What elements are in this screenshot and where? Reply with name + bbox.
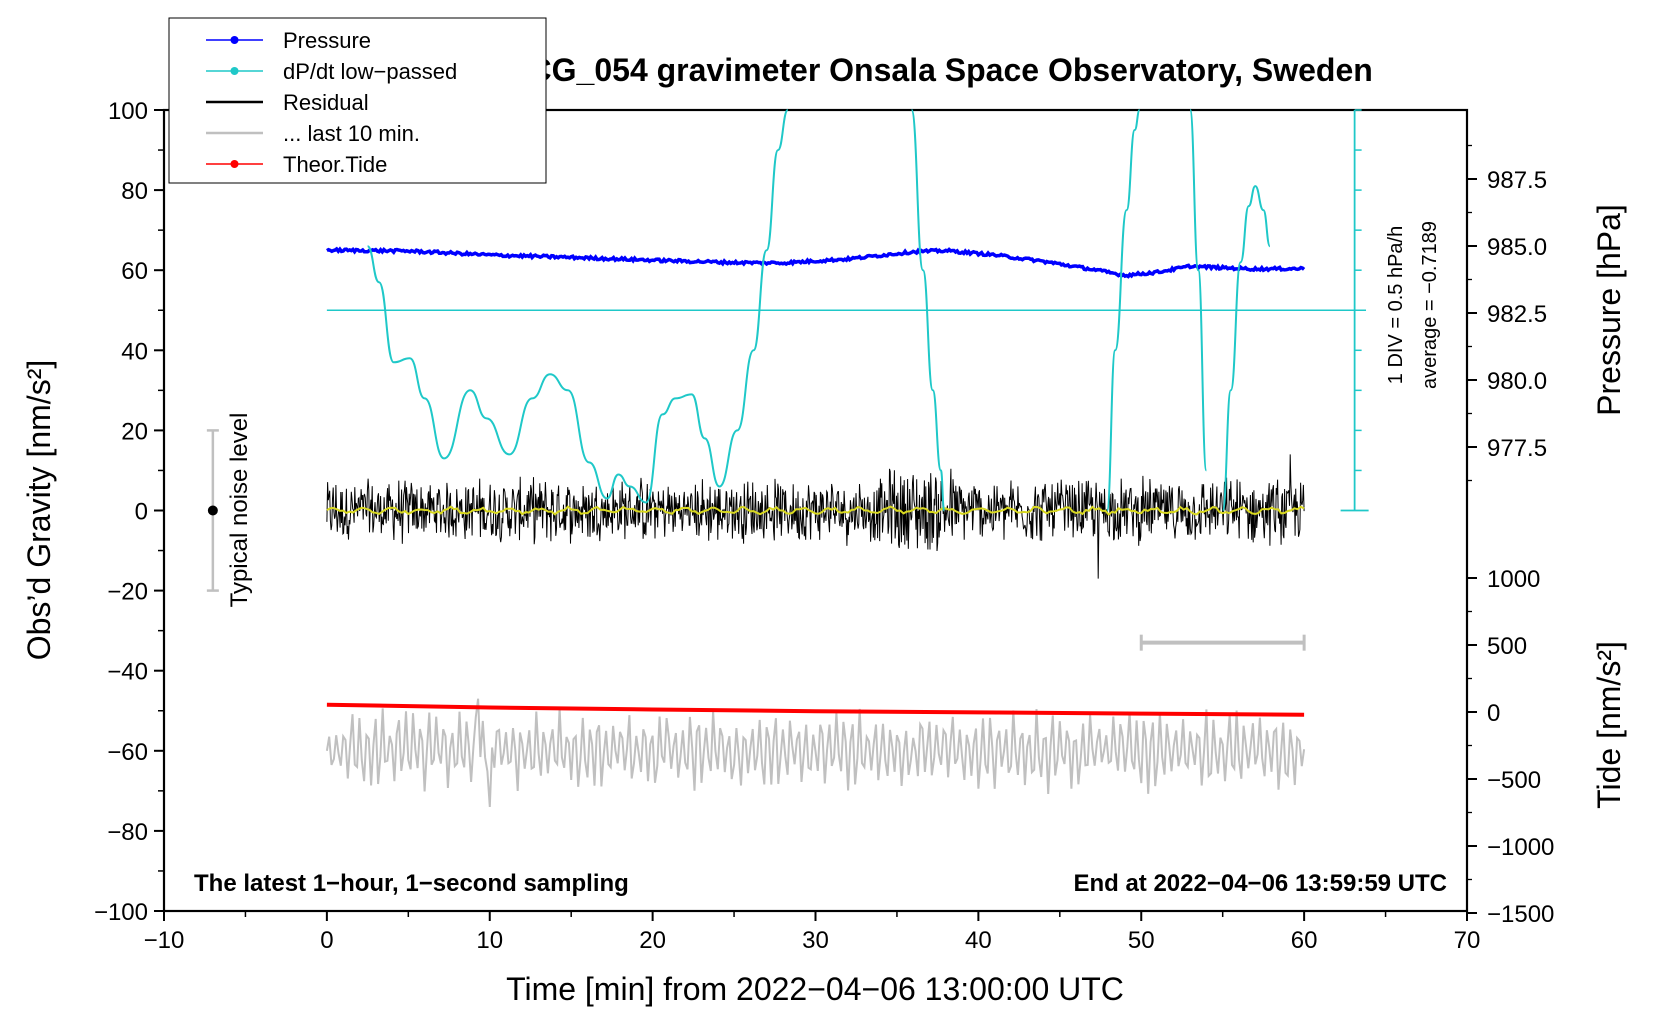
- x-tick-label: 50: [1128, 927, 1155, 954]
- dpdt-series-line: [1221, 185, 1271, 512]
- dpdt-series-line: [1106, 109, 1141, 512]
- tide-tick-label: −1500: [1487, 901, 1554, 928]
- y-tick-label: 100: [108, 98, 148, 125]
- chart-title: SCG_054 gravimeter Onsala Space Observat…: [507, 52, 1373, 88]
- x-tick-label: −10: [144, 927, 185, 954]
- legend-label: Pressure: [283, 28, 371, 53]
- last-10-min-series-line: [325, 698, 1306, 807]
- pressure-series-line: [326, 246, 1306, 279]
- x-tick-label: 60: [1291, 927, 1318, 954]
- y-tick-label: 80: [121, 178, 148, 205]
- pressure-tick-label: 977.5: [1487, 435, 1547, 462]
- x-tick-label: 20: [639, 927, 666, 954]
- legend-label: ... last 10 min.: [283, 121, 420, 146]
- dpdt-series-line: [910, 109, 946, 512]
- legend-marker: [230, 36, 239, 44]
- axis-layer: −10 0 10 20 30 40 50 60 70100806040200−20−40−60−…: [94, 98, 1554, 954]
- residual-series-line: [326, 454, 1305, 579]
- x-axis-label: Time [min] from 2022−04−06 13:00:00 UTC: [506, 971, 1124, 1007]
- legend-marker: [230, 67, 239, 75]
- y-axis-label-left: Obs’d Gravity [nm/s²]: [21, 360, 57, 661]
- legend-label: Theor.Tide: [283, 152, 387, 177]
- legend-label: dP/dt low−passed: [283, 59, 457, 84]
- x-tick-label: 30: [802, 927, 829, 954]
- x-tick-label: 70: [1454, 927, 1481, 954]
- div-label: 1 DIV = 0.5 hPa/h: [1385, 226, 1407, 384]
- y-tick-label: 60: [121, 258, 148, 285]
- legend: Pressure dP/dt low−passed Residual ... last…: [168, 17, 547, 184]
- pressure-tick-label: 982.5: [1487, 301, 1547, 328]
- gridlines: [326, 109, 1369, 512]
- y-tick-label: 40: [121, 338, 148, 365]
- tide-tick-label: 500: [1487, 633, 1527, 660]
- y-tick-label: −80: [107, 819, 148, 846]
- y-tick-label: −20: [107, 579, 148, 606]
- y-tick-label: −40: [107, 659, 148, 686]
- dpdt-series-line: [1189, 109, 1208, 472]
- y-tick-label: 0: [135, 499, 148, 526]
- noise-level-label: Typical noise level: [226, 413, 253, 608]
- y-tick-label: −100: [94, 899, 148, 926]
- pressure-tick-label: 985.0: [1487, 234, 1547, 261]
- tide-tick-label: 0: [1487, 700, 1500, 727]
- noise-level-point: [207, 505, 218, 516]
- series-layer: [206, 109, 1306, 807]
- y-axis-label-tide: Tide [nm/s²]: [1591, 641, 1627, 809]
- dpdt-series-line: [366, 109, 789, 504]
- theor-tide-series-line: [326, 702, 1305, 717]
- tide-tick-label: −500: [1487, 767, 1541, 794]
- legend-marker: [230, 160, 239, 168]
- legend-label: Residual: [283, 90, 369, 115]
- average-label: average = −0.7189: [1419, 221, 1441, 389]
- pressure-tick-label: 980.0: [1487, 368, 1547, 395]
- sampling-label: The latest 1−hour, 1−second sampling: [194, 870, 629, 897]
- x-tick-label: 0: [320, 927, 333, 954]
- tide-tick-label: 1000: [1487, 566, 1540, 593]
- pressure-tick-label: 987.5: [1487, 167, 1547, 194]
- x-tick-label: 10: [476, 927, 503, 954]
- x-tick-label: 40: [965, 927, 992, 954]
- end-time-label: End at 2022−04−06 13:59:59 UTC: [1073, 870, 1447, 897]
- legend-box: [168, 17, 547, 184]
- residual-smoothed-line: [326, 505, 1305, 516]
- tide-tick-label: −1000: [1487, 834, 1554, 861]
- y-tick-label: 20: [121, 418, 148, 445]
- y-tick-label: −60: [107, 739, 148, 766]
- y-axis-label-pressure: Pressure [hPa]: [1591, 204, 1627, 416]
